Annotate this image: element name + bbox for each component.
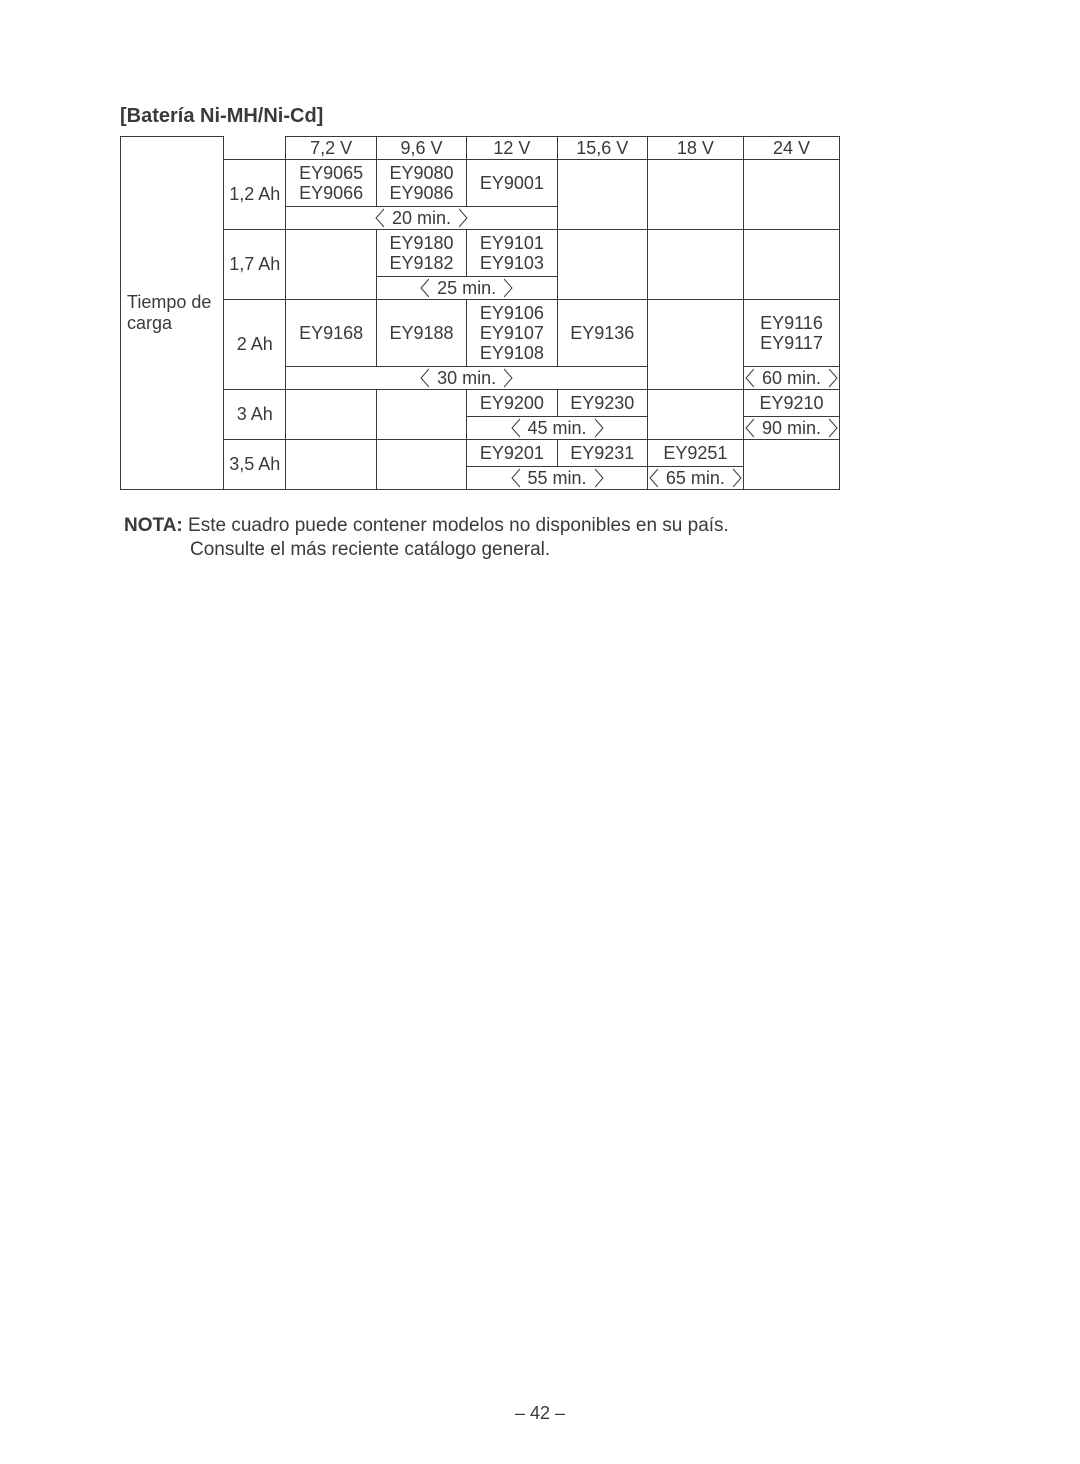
- range-end-icon: [595, 417, 605, 439]
- empty-cell: [286, 230, 376, 300]
- corner-blank: [224, 137, 286, 160]
- capacity-label: 1,2 Ah: [224, 160, 286, 230]
- model-cell: EY9188: [376, 300, 466, 367]
- range-end-icon: [829, 367, 839, 389]
- time-cell: 90 min.: [743, 417, 839, 440]
- empty-cell: [647, 390, 743, 440]
- time-cell: 25 min.: [376, 277, 557, 300]
- range-start-icon: [744, 367, 754, 389]
- empty-cell: [647, 230, 743, 300]
- range-end-icon: [733, 467, 743, 489]
- row-label: Tiempo de carga: [121, 137, 224, 490]
- page: [Batería Ni-MH/Ni-Cd] Tiempo de carga 7,…: [0, 0, 1080, 1464]
- note-text-2: Consulte el más reciente catálogo genera…: [124, 538, 960, 562]
- range-start-icon: [510, 467, 520, 489]
- empty-cell: [743, 160, 839, 230]
- time-cell: 55 min.: [467, 467, 648, 490]
- voltage-header: 15,6 V: [557, 137, 647, 160]
- empty-cell: [557, 230, 647, 300]
- voltage-header: 7,2 V: [286, 137, 376, 160]
- voltage-header: 24 V: [743, 137, 839, 160]
- time-cell: 20 min.: [286, 207, 557, 230]
- capacity-label: 2 Ah: [224, 300, 286, 390]
- model-cell: EY9201: [467, 440, 557, 467]
- time-cell: 45 min.: [467, 417, 648, 440]
- range-end-icon: [595, 467, 605, 489]
- note-text-1: Este cuadro puede contener modelos no di…: [188, 515, 729, 536]
- model-cell: EY9230: [557, 390, 647, 417]
- capacity-label: 3 Ah: [224, 390, 286, 440]
- range-end-icon: [504, 367, 514, 389]
- model-cell: EY9106 EY9107 EY9108: [467, 300, 557, 367]
- model-cell: EY9168: [286, 300, 376, 367]
- capacity-label: 3,5 Ah: [224, 440, 286, 490]
- page-number: – 42 –: [0, 1403, 1080, 1424]
- empty-cell: [647, 160, 743, 230]
- range-start-icon: [419, 277, 429, 299]
- empty-cell: [557, 160, 647, 230]
- model-cell: EY9210: [743, 390, 839, 417]
- model-cell: EY9136: [557, 300, 647, 367]
- model-cell: EY9231: [557, 440, 647, 467]
- empty-cell: [376, 440, 466, 490]
- voltage-header: 9,6 V: [376, 137, 466, 160]
- note-label: NOTA:: [124, 515, 183, 536]
- voltage-header: 12 V: [467, 137, 557, 160]
- model-cell: EY9116 EY9117: [743, 300, 839, 367]
- voltage-header: 18 V: [647, 137, 743, 160]
- capacity-label: 1,7 Ah: [224, 230, 286, 300]
- range-start-icon: [374, 207, 384, 229]
- time-cell: 30 min.: [286, 367, 648, 390]
- charging-table: Tiempo de carga 7,2 V 9,6 V 12 V 15,6 V …: [120, 136, 840, 490]
- section-title: [Batería Ni-MH/Ni-Cd]: [120, 105, 960, 128]
- model-cell: EY9180 EY9182: [376, 230, 466, 277]
- range-end-icon: [459, 207, 469, 229]
- empty-cell: [286, 440, 376, 490]
- range-start-icon: [744, 417, 754, 439]
- model-cell: EY9251: [647, 440, 743, 467]
- range-end-icon: [829, 417, 839, 439]
- time-cell: 65 min.: [647, 467, 743, 490]
- model-cell: EY9001: [467, 160, 557, 207]
- model-cell: EY9065 EY9066: [286, 160, 376, 207]
- model-cell: EY9101 EY9103: [467, 230, 557, 277]
- note-block: NOTA: Este cuadro puede contener modelos…: [120, 514, 960, 562]
- empty-cell: [743, 230, 839, 300]
- model-cell: EY9080 EY9086: [376, 160, 466, 207]
- empty-cell: [743, 440, 839, 490]
- model-cell: EY9200: [467, 390, 557, 417]
- range-start-icon: [419, 367, 429, 389]
- empty-cell: [376, 390, 466, 440]
- range-start-icon: [648, 467, 658, 489]
- range-end-icon: [504, 277, 514, 299]
- range-start-icon: [510, 417, 520, 439]
- empty-cell: [286, 390, 376, 440]
- time-cell: 60 min.: [743, 367, 839, 390]
- empty-cell: [647, 300, 743, 390]
